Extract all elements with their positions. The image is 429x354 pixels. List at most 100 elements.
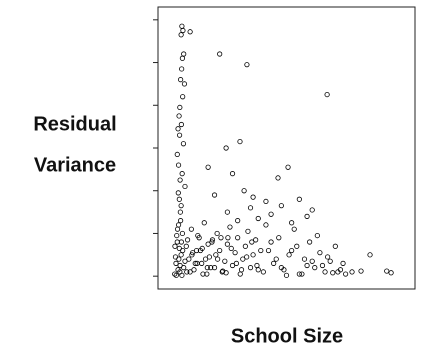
point xyxy=(194,260,200,266)
point xyxy=(388,270,394,276)
point xyxy=(176,132,183,138)
point xyxy=(263,222,269,228)
point xyxy=(233,260,239,266)
point xyxy=(213,252,219,258)
point xyxy=(173,272,179,278)
point xyxy=(289,220,295,226)
point xyxy=(178,218,184,224)
point xyxy=(343,271,349,277)
point xyxy=(247,265,254,271)
point xyxy=(286,252,292,258)
point xyxy=(291,226,297,232)
point xyxy=(181,51,187,57)
point xyxy=(199,245,205,252)
point xyxy=(205,164,211,170)
point xyxy=(220,268,226,274)
point xyxy=(183,243,189,249)
point xyxy=(273,256,279,262)
point xyxy=(187,29,193,35)
point xyxy=(276,235,282,241)
x-axis-label: School Size xyxy=(231,325,343,347)
point xyxy=(312,265,318,271)
point xyxy=(186,256,192,262)
point xyxy=(176,196,182,202)
point xyxy=(211,265,218,271)
point xyxy=(242,243,248,249)
point xyxy=(179,230,186,237)
point xyxy=(275,175,281,181)
point xyxy=(189,252,195,258)
point xyxy=(367,252,373,258)
point xyxy=(204,271,210,277)
point xyxy=(296,196,302,202)
point xyxy=(237,138,243,145)
point xyxy=(218,235,224,241)
point xyxy=(283,272,290,278)
point xyxy=(215,256,221,262)
plot-frame xyxy=(157,6,416,290)
point xyxy=(184,269,190,275)
point xyxy=(217,247,223,254)
point xyxy=(238,267,245,273)
point xyxy=(209,237,216,243)
point xyxy=(178,252,184,258)
point xyxy=(200,271,206,277)
point xyxy=(175,267,181,273)
point xyxy=(314,232,320,239)
point xyxy=(175,222,182,228)
point xyxy=(258,247,264,254)
point xyxy=(179,272,185,278)
point xyxy=(268,211,274,217)
point xyxy=(244,254,250,260)
point xyxy=(177,209,183,215)
point xyxy=(179,55,186,61)
point xyxy=(206,254,212,260)
point xyxy=(249,239,255,245)
point xyxy=(175,162,182,168)
point xyxy=(211,192,218,198)
point xyxy=(179,23,185,29)
point xyxy=(192,260,198,266)
point xyxy=(177,262,183,269)
point xyxy=(201,220,207,226)
point xyxy=(204,265,210,271)
point xyxy=(285,164,291,170)
point xyxy=(180,94,186,100)
point xyxy=(271,260,277,266)
point xyxy=(178,77,184,83)
point xyxy=(349,269,355,275)
point xyxy=(182,258,188,264)
point xyxy=(317,250,323,256)
point xyxy=(175,190,181,196)
point xyxy=(214,230,220,237)
point xyxy=(217,51,223,57)
point xyxy=(180,141,187,147)
point xyxy=(307,239,313,245)
point xyxy=(184,237,191,243)
point xyxy=(222,258,228,264)
point xyxy=(244,62,250,68)
point xyxy=(241,188,247,194)
point xyxy=(335,269,341,275)
point xyxy=(278,265,284,271)
y-axis-label: Residual xyxy=(33,113,116,135)
point xyxy=(229,171,236,177)
point xyxy=(180,27,186,34)
point xyxy=(199,260,205,266)
point xyxy=(176,256,182,262)
point xyxy=(178,32,184,38)
point xyxy=(209,239,215,245)
point xyxy=(176,113,182,119)
point xyxy=(181,81,188,87)
point xyxy=(224,209,230,215)
point xyxy=(278,203,284,209)
point xyxy=(208,265,214,271)
point xyxy=(324,91,330,98)
point xyxy=(229,262,236,269)
point xyxy=(173,260,179,266)
point xyxy=(304,262,310,269)
point xyxy=(254,262,260,269)
point xyxy=(182,183,188,190)
point xyxy=(177,104,183,111)
point xyxy=(299,271,305,277)
